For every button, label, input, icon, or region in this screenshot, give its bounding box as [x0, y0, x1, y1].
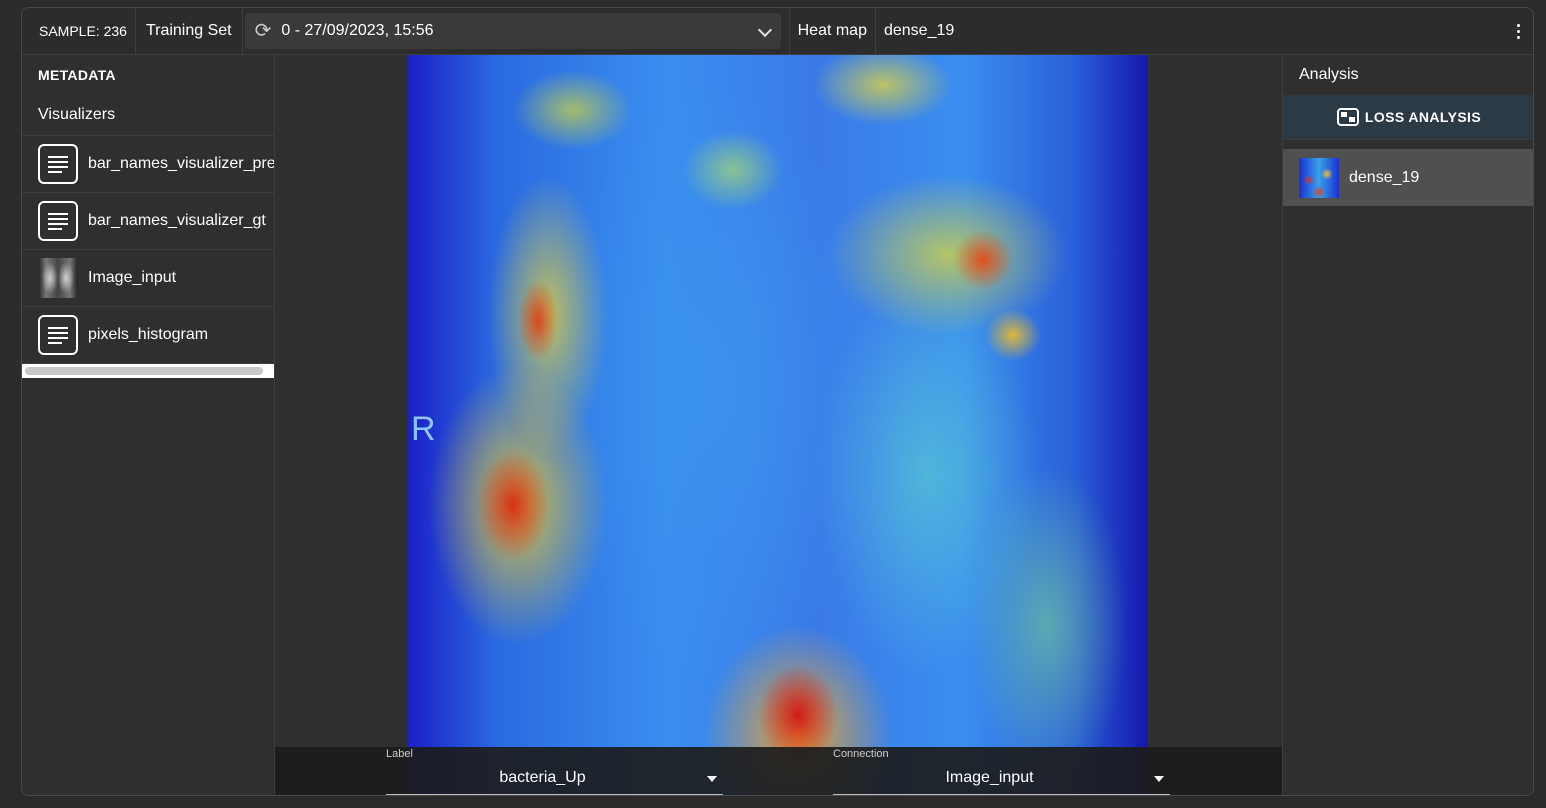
image-orientation-marker: R [411, 410, 436, 448]
refresh-icon[interactable]: ⟳ [254, 20, 272, 42]
dropdown-arrow-icon[interactable] [1154, 776, 1164, 782]
more-options-icon[interactable] [1503, 8, 1533, 54]
app-window: SAMPLE: 236 Training Set ⟳ 0 - 27/09/202… [21, 7, 1534, 796]
document-icon [38, 201, 78, 241]
chevron-down-icon[interactable] [759, 25, 771, 37]
top-toolbar: SAMPLE: 236 Training Set ⟳ 0 - 27/09/202… [22, 8, 1533, 55]
connection-select-caption: Connection [833, 748, 889, 760]
analysis-item-label: dense_19 [1349, 168, 1420, 186]
connection-select[interactable]: Connection Image_input [833, 747, 1170, 795]
label-select-value: bacteria_Up [499, 769, 586, 786]
horizontal-scrollbar[interactable] [22, 364, 274, 378]
label-select[interactable]: Label bacteria_Up [386, 747, 723, 795]
visualizers-title: Visualizers [22, 95, 274, 136]
visualizer-item-label: Image_input [88, 269, 177, 286]
loss-analysis-button[interactable]: LOSS ANALYSIS [1283, 95, 1533, 140]
metadata-title[interactable]: METADATA [38, 67, 116, 83]
visualizer-item-bar-names-pred[interactable]: bar_names_visualizer_pred [22, 136, 274, 193]
dataset-label: Training Set [136, 8, 243, 54]
session-dropdown-value: 0 - 27/09/2023, 15:56 [281, 22, 434, 39]
analysis-panel: Analysis LOSS ANALYSIS dense_19 [1282, 55, 1533, 795]
layer-name: dense_19 [883, 22, 955, 39]
visualizer-item-label: bar_names_visualizer_gt [88, 212, 266, 229]
view-mode-label[interactable]: Heat map [790, 8, 876, 54]
dropdown-arrow-icon[interactable] [707, 776, 717, 782]
visualizer-item-label: pixels_histogram [88, 326, 209, 343]
label-select-caption: Label [386, 748, 413, 760]
heatmap-image[interactable]: R [408, 55, 1148, 795]
loss-analysis-icon [1336, 108, 1359, 126]
visualizer-item-bar-names-gt[interactable]: bar_names_visualizer_gt [22, 193, 274, 250]
analysis-title: Analysis [1299, 66, 1359, 83]
sample-indicator: SAMPLE: 236 [22, 8, 136, 54]
heatmap-viewer: R Label bacteria_Up Connection Image_inp… [275, 55, 1282, 795]
visualizer-item-label: bar_names_visualizer_pred [88, 155, 274, 172]
visualizer-item-pixels-histogram[interactable]: pixels_histogram [22, 307, 274, 364]
session-dropdown[interactable]: ⟳ 0 - 27/09/2023, 15:56 [244, 13, 781, 49]
connection-select-value: Image_input [945, 769, 1034, 786]
document-icon [38, 144, 78, 184]
metadata-panel: METADATA Visualizers bar_names_visualize… [22, 55, 275, 795]
visualizer-item-image-input[interactable]: Image_input [22, 250, 274, 307]
xray-thumbnail-icon [38, 258, 78, 298]
document-icon [38, 315, 78, 355]
loss-analysis-label: LOSS ANALYSIS [1364, 109, 1482, 125]
selector-bar: Label bacteria_Up Connection Image_input [275, 747, 1282, 795]
toolbar-divider [788, 8, 790, 54]
heatmap-thumbnail-icon [1299, 157, 1339, 198]
analysis-item-dense-19[interactable]: dense_19 [1283, 149, 1533, 206]
